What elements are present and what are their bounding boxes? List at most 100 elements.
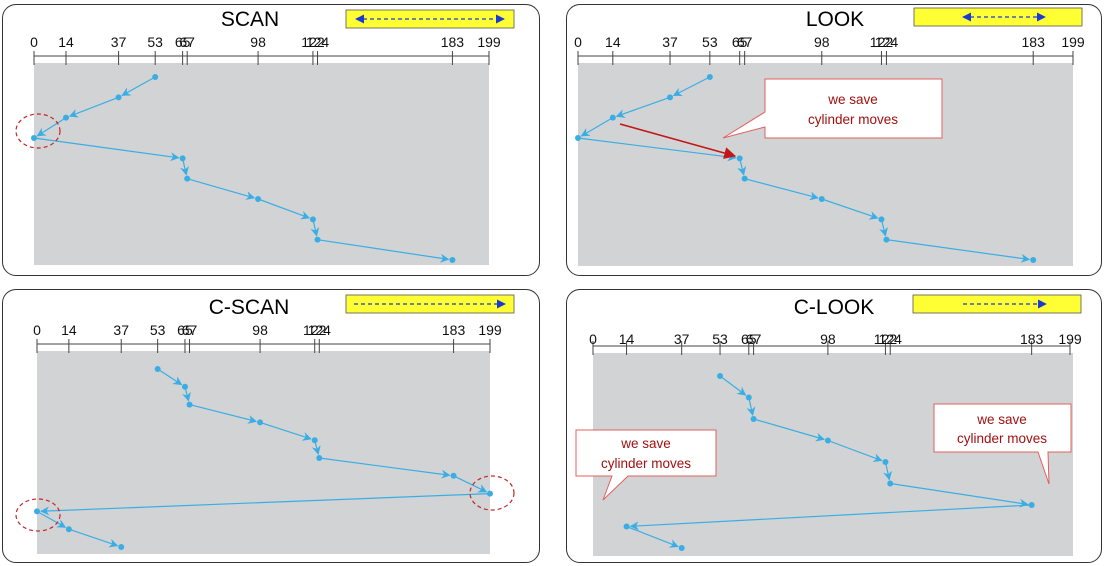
- cscan-tick-label-65: 65: [177, 322, 193, 338]
- cscan-request-98: [257, 419, 264, 426]
- scan-direction-banner: [345, 9, 515, 29]
- clook-tick-label-199: 199: [1058, 331, 1082, 347]
- look-tick-label-14: 14: [605, 34, 621, 50]
- scan-seek-segment: [121, 76, 156, 96]
- clook-tick-label-37: 37: [674, 331, 690, 347]
- look-callout-line1: we save: [827, 92, 878, 107]
- clook-callout-right: we save cylinder moves: [933, 403, 1072, 485]
- cscan-tick-label-0: 0: [33, 322, 41, 338]
- clook-request-98: [824, 437, 831, 444]
- scan-tick-label-199: 199: [477, 34, 501, 50]
- clook-seek-segment: [890, 482, 1029, 508]
- cscan-request-37: [118, 544, 125, 550]
- look-tick-label-53: 53: [702, 34, 718, 50]
- look-request-53: [706, 74, 713, 80]
- scan-seek-path: [31, 74, 456, 263]
- clook-tick-label-122: 122: [874, 331, 898, 347]
- clook-direction-banner: [912, 294, 1082, 314]
- cscan-request-122: [311, 437, 318, 444]
- scan-title: SCAN: [221, 8, 279, 31]
- clook-request-53: [717, 373, 724, 379]
- clook-seek-segment: [629, 504, 1032, 531]
- cscan-seek-segment: [259, 421, 312, 441]
- clook-callout-left-line2: cylinder moves: [601, 456, 691, 471]
- look-request-183: [1030, 257, 1037, 263]
- clook-request-67: [750, 416, 757, 422]
- look-request-14: [609, 114, 616, 121]
- cscan-direction-banner: [345, 294, 515, 314]
- cscan-tick-label-37: 37: [113, 322, 129, 338]
- look-request-67: [741, 175, 748, 182]
- look-callout: we save cylinder moves: [722, 78, 943, 139]
- scan-tick-label-14: 14: [58, 34, 74, 50]
- cscan-tick-label-67: 67: [182, 322, 198, 338]
- cscan-tick-label-122: 122: [303, 322, 327, 338]
- look-request-0: [575, 135, 581, 141]
- scan-tick-label-37: 37: [111, 34, 127, 50]
- clook-tick-label-0: 0: [589, 331, 597, 347]
- clook-callout-left: we save cylinder moves: [575, 429, 717, 501]
- cscan-seek-segment: [157, 368, 183, 386]
- scan-request-0: [31, 135, 37, 141]
- scan-request-122: [309, 216, 316, 223]
- cscan-seek-segment: [40, 493, 491, 516]
- cscan-seek-segment: [36, 510, 67, 528]
- look-seek-segment: [580, 117, 614, 137]
- clook-tick-label-67: 67: [746, 331, 762, 347]
- look-direction-banner: [913, 7, 1083, 27]
- look-tick-label-37: 37: [662, 34, 678, 50]
- clook-callout-right-line1: we save: [976, 412, 1027, 427]
- scan-plot-area: [34, 63, 489, 265]
- clook-tick-label-124: 124: [879, 331, 903, 347]
- scan-tick-label-98: 98: [250, 34, 266, 50]
- look-tick-label-122: 122: [870, 34, 894, 50]
- look-saving-arrow: [619, 123, 737, 159]
- scan-tick-label-122: 122: [301, 34, 325, 50]
- clook-tick-label-98: 98: [820, 331, 836, 347]
- scan-tick-label-67: 67: [179, 34, 195, 50]
- cscan-wrap-highlight-left: [15, 498, 61, 532]
- look-request-124: [883, 236, 890, 243]
- cscan-tick-label-14: 14: [61, 322, 77, 338]
- clook-tick-label-65: 65: [741, 331, 757, 347]
- look-seek-segment: [577, 137, 737, 162]
- look-seek-segment: [672, 76, 711, 97]
- cscan-title: C-SCAN: [209, 296, 290, 319]
- look-title: LOOK: [806, 8, 864, 31]
- cscan-seek-segment: [68, 528, 119, 548]
- clook-request-124: [887, 480, 894, 487]
- look-seek-segment: [744, 178, 819, 201]
- cscan-request-67: [186, 401, 193, 408]
- look-tick-label-67: 67: [737, 34, 753, 50]
- cscan-request-14: [65, 526, 72, 533]
- clook-seek-segment: [827, 439, 883, 462]
- clook-request-65: [745, 394, 752, 401]
- look-seek-segment: [886, 239, 1031, 263]
- cscan-request-65: [181, 383, 188, 390]
- cscan-request-0: [34, 508, 40, 515]
- scan-request-53: [152, 74, 159, 80]
- scan-request-98: [255, 196, 262, 202]
- look-callout-line2: cylinder moves: [808, 112, 898, 127]
- look-tick-label-65: 65: [732, 34, 748, 50]
- clook-seek-segment: [753, 418, 825, 442]
- clook-callout-left-line1: we save: [620, 436, 671, 451]
- clook-tick-label-183: 183: [1020, 331, 1044, 347]
- scan-request-65: [179, 155, 186, 162]
- look-seek-segment: [615, 96, 671, 118]
- cscan-tick-label-183: 183: [442, 322, 466, 338]
- look-tick-label-183: 183: [1022, 34, 1046, 50]
- clook-seek-segment: [719, 375, 747, 396]
- cscan-plot-area: [37, 351, 490, 554]
- scan-request-67: [184, 175, 191, 182]
- look-request-37: [667, 94, 674, 101]
- scan-request-124: [314, 236, 321, 243]
